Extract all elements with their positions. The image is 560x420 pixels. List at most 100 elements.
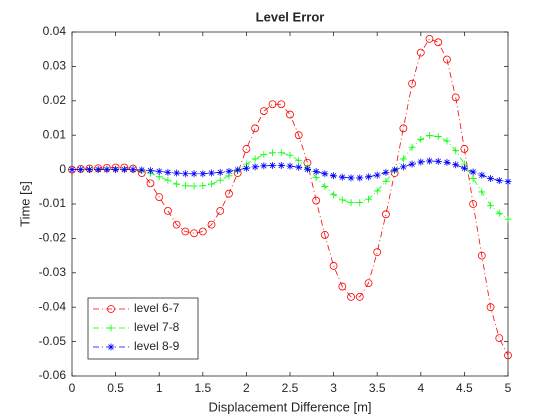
marker: [199, 182, 207, 190]
marker: [312, 168, 320, 176]
marker: [155, 167, 163, 175]
marker: [391, 166, 399, 174]
marker: [425, 34, 434, 43]
marker: [112, 166, 120, 174]
marker: [225, 189, 233, 198]
marker: [164, 168, 172, 176]
marker: [487, 175, 495, 183]
x-tick-label: 3: [330, 381, 337, 395]
marker: [382, 210, 390, 219]
x-tick-label: 0: [69, 381, 76, 395]
marker: [443, 137, 451, 145]
marker: [208, 169, 216, 177]
x-tick-label: 5: [505, 381, 512, 395]
marker: [364, 195, 372, 203]
marker: [338, 173, 346, 181]
marker: [408, 79, 416, 88]
marker: [434, 38, 443, 47]
marker: [355, 292, 364, 301]
marker: [216, 206, 225, 215]
marker: [251, 163, 259, 171]
marker: [260, 150, 268, 158]
marker: [77, 166, 85, 174]
marker: [443, 55, 451, 64]
y-tick-label: -0.05: [39, 334, 67, 348]
y-tick-label: 0.04: [43, 24, 67, 38]
marker: [286, 151, 294, 159]
marker: [330, 191, 338, 199]
marker: [155, 193, 164, 202]
marker: [469, 200, 478, 208]
x-tick-label: 1.5: [194, 381, 211, 395]
x-tick-label: 2: [243, 381, 250, 395]
marker: [478, 188, 486, 196]
marker: [251, 124, 260, 133]
marker: [260, 162, 268, 170]
marker: [286, 110, 294, 119]
marker: [303, 165, 311, 173]
marker: [408, 143, 416, 151]
legend-label: level 6-7: [134, 301, 180, 315]
marker: [295, 157, 303, 165]
marker: [94, 166, 102, 174]
legend-marker: [107, 343, 115, 351]
marker: [207, 220, 216, 229]
marker: [320, 231, 329, 239]
x-tick-label: 1: [156, 381, 163, 395]
x-axis-label: Displacement Difference [m]: [208, 399, 371, 414]
marker: [347, 174, 355, 182]
marker: [426, 157, 434, 165]
legend-marker: [107, 324, 115, 332]
x-tick-label: 0.5: [107, 381, 124, 395]
marker: [190, 182, 198, 190]
marker: [443, 158, 451, 166]
y-tick-label: 0: [59, 162, 66, 176]
marker: [417, 135, 425, 143]
marker: [294, 131, 303, 140]
marker: [208, 180, 216, 188]
marker: [321, 170, 329, 178]
marker: [417, 158, 425, 166]
marker: [164, 176, 172, 184]
marker: [269, 161, 277, 169]
marker: [198, 227, 207, 236]
y-tick-label: -0.02: [39, 231, 67, 245]
marker: [382, 168, 390, 176]
marker: [138, 166, 146, 174]
y-tick-label: 0.01: [43, 127, 67, 141]
marker: [460, 164, 468, 172]
marker: [181, 182, 189, 190]
marker: [164, 206, 172, 215]
y-tick-label: -0.04: [39, 299, 67, 313]
marker: [251, 155, 259, 163]
chart-title: Level Error: [256, 9, 325, 24]
marker: [347, 292, 355, 301]
marker: [364, 173, 372, 181]
marker: [356, 174, 364, 182]
marker: [504, 178, 512, 186]
marker: [268, 100, 277, 109]
marker: [216, 176, 224, 184]
marker: [434, 157, 442, 165]
marker: [321, 182, 329, 190]
marker: [85, 166, 93, 174]
marker: [277, 161, 285, 169]
marker: [478, 171, 486, 179]
marker: [277, 149, 285, 157]
legend: level 6-7 level 7-8 level 8-9: [87, 297, 199, 360]
legend-marker: [107, 305, 115, 313]
marker: [242, 164, 250, 172]
marker: [504, 351, 512, 360]
marker: [416, 48, 425, 57]
marker: [434, 133, 442, 141]
marker: [338, 282, 347, 291]
x-tick-label: 4.5: [456, 381, 473, 395]
legend-box: [87, 297, 199, 360]
marker: [146, 179, 155, 188]
marker: [330, 172, 338, 180]
marker: [495, 334, 504, 343]
marker: [487, 201, 495, 209]
marker: [426, 132, 434, 140]
marker: [356, 199, 364, 207]
marker: [408, 160, 416, 168]
